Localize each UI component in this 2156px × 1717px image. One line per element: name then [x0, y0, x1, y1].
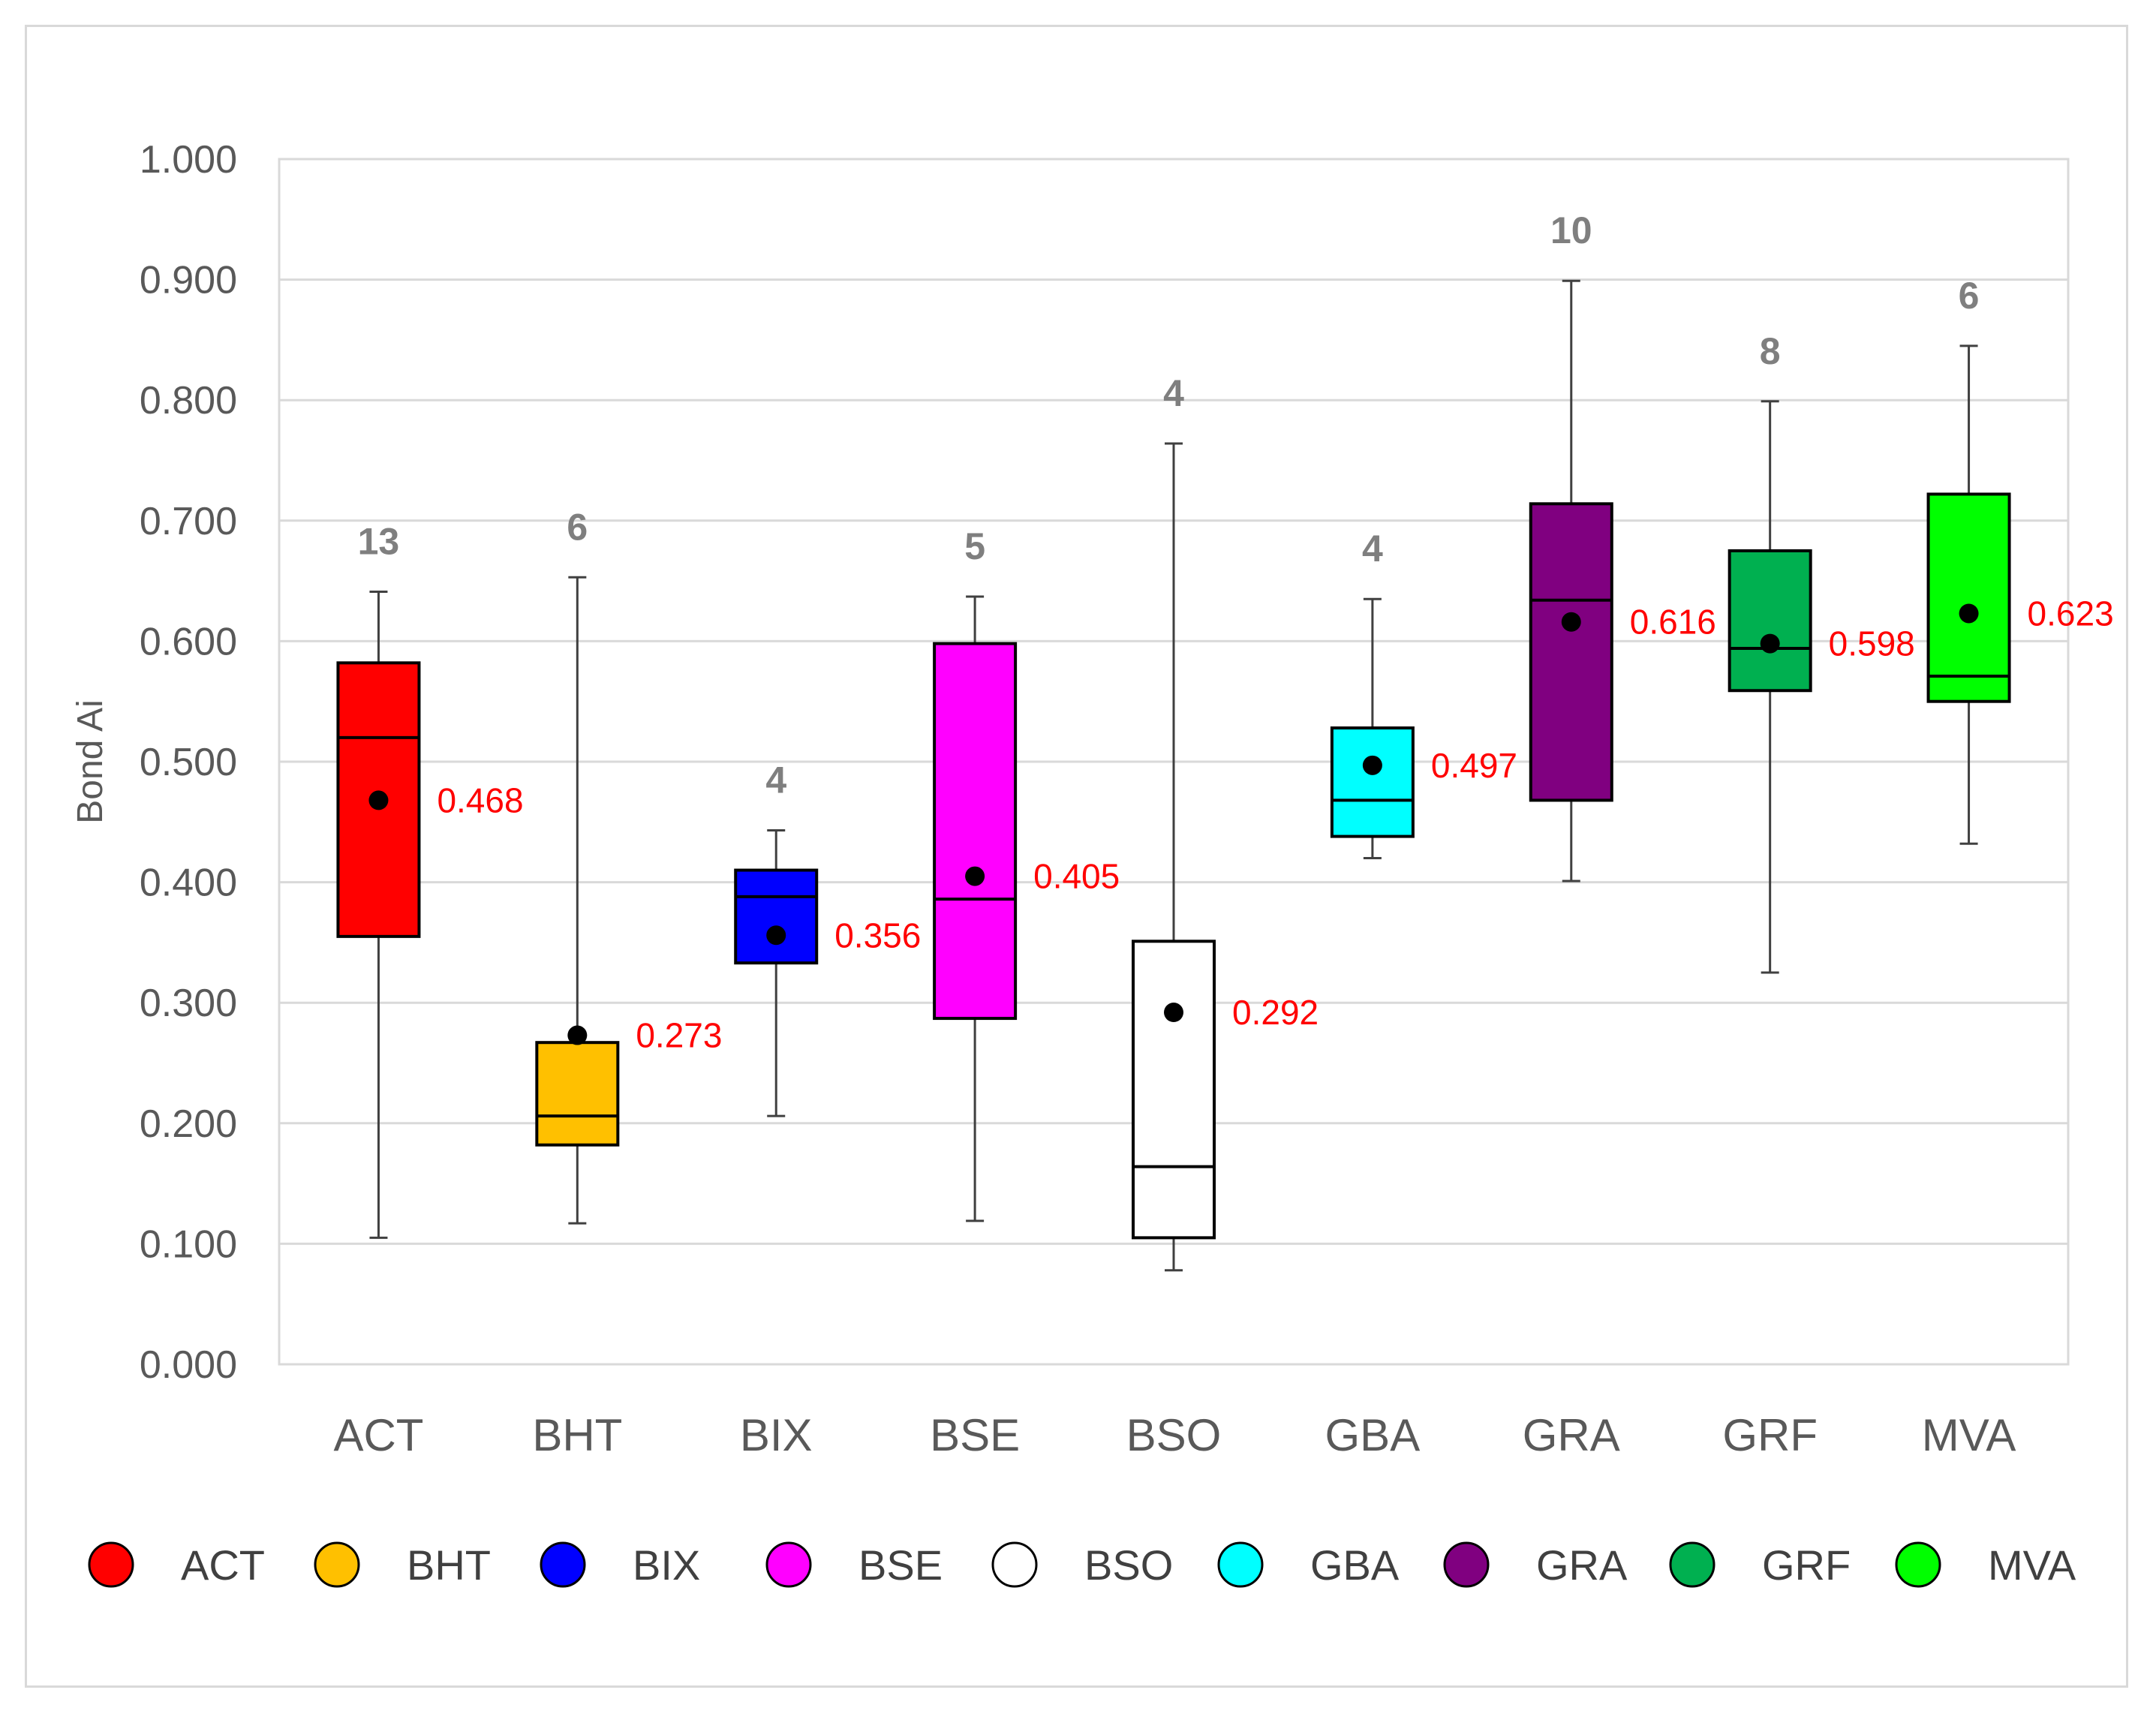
legend: ACT BHT BIX BSE BSO GBA GRA GRF MVA [88, 1541, 2076, 1589]
box-bso: 0.292 4 [1132, 372, 1319, 1272]
mean-label: 0.616 [1630, 603, 1716, 642]
mean-marker [965, 866, 985, 886]
x-tick-label: GRA [1523, 1410, 1620, 1460]
x-tick-label: GRF [1722, 1410, 1818, 1460]
legend-label: BSO [1084, 1541, 1173, 1589]
mean-marker [1959, 603, 1979, 624]
count-label: 4 [1362, 528, 1383, 570]
y-tick-label: 0.000 [140, 1343, 237, 1387]
box-iqr [1728, 549, 1812, 693]
x-tick-label: BHT [532, 1410, 622, 1460]
x-tick-label: MVA [1922, 1410, 2016, 1460]
y-tick-label: 0.400 [140, 862, 237, 905]
legend-item-gra: GRA [1443, 1541, 1628, 1589]
box-iqr [734, 868, 819, 965]
legend-item-act: ACT [88, 1541, 265, 1589]
legend-label: GBA [1310, 1541, 1400, 1589]
y-tick-label: 0.200 [140, 1102, 237, 1146]
box-iqr [1529, 502, 1613, 802]
box-gra: 0.616 10 [1529, 209, 1716, 883]
count-label: 5 [964, 525, 985, 567]
mean-marker [1362, 755, 1382, 775]
mean-marker [567, 1025, 588, 1045]
box-bix: 0.356 4 [734, 759, 921, 1117]
y-tick-label: 0.800 [140, 379, 237, 422]
mean-marker [766, 925, 786, 946]
box-act: 0.468 13 [336, 521, 524, 1239]
count-label: 13 [358, 521, 400, 563]
count-label: 10 [1550, 209, 1592, 251]
legend-item-bht: BHT [314, 1541, 491, 1589]
legend-label: MVA [1988, 1541, 2076, 1589]
mean-label: 0.292 [1232, 993, 1319, 1032]
mean-marker [368, 790, 389, 810]
legend-marker [540, 1541, 586, 1588]
count-label: 6 [567, 506, 588, 548]
box-iqr [1132, 940, 1216, 1240]
box-gba: 0.497 4 [1330, 528, 1517, 859]
mean-label: 0.598 [1829, 624, 1915, 663]
y-tick-label: 0.600 [140, 620, 237, 663]
count-label: 4 [765, 759, 786, 801]
x-tick-label: BSO [1126, 1410, 1222, 1460]
legend-marker [88, 1541, 134, 1588]
legend-marker [1895, 1541, 1941, 1588]
mean-label: 0.623 [2028, 594, 2114, 633]
box-bse: 0.405 5 [933, 525, 1120, 1222]
legend-label: ACT [181, 1541, 265, 1589]
mean-label: 0.356 [834, 916, 921, 955]
y-tick-label: 0.700 [140, 500, 237, 543]
box-bht: 0.273 6 [535, 506, 722, 1225]
legend-item-grf: GRF [1669, 1541, 1851, 1589]
mean-marker [1164, 1003, 1183, 1023]
legend-marker [1217, 1541, 1264, 1588]
y-axis-ticks: 0.000 0.100 0.200 0.300 0.400 0.500 0.600 0.700… [140, 138, 237, 1387]
x-tick-label: ACT [333, 1410, 423, 1460]
y-axis-label: Bond Ai [71, 699, 110, 823]
x-tick-label: GBA [1325, 1410, 1421, 1460]
legend-item-gba: GBA [1217, 1541, 1400, 1589]
legend-label: BIX [633, 1541, 700, 1589]
x-tick-label: BSE [930, 1410, 1020, 1460]
legend-marker [765, 1541, 812, 1588]
mean-label: 0.405 [1033, 857, 1120, 896]
mean-label: 0.273 [636, 1016, 722, 1055]
legend-label: GRF [1762, 1541, 1851, 1589]
legend-marker [1443, 1541, 1490, 1588]
y-tick-label: 0.500 [140, 741, 237, 784]
x-axis-ticks: ACT BHT BIX BSE BSO GBA GRA GRF MVA [333, 1410, 2016, 1460]
legend-marker [991, 1541, 1038, 1588]
x-tick-label: BIX [740, 1410, 813, 1460]
count-label: 8 [1760, 330, 1781, 372]
legend-marker [1669, 1541, 1715, 1588]
y-tick-label: 0.300 [140, 982, 237, 1025]
box-iqr [1926, 492, 2011, 703]
box-mva: 0.623 6 [1926, 275, 2114, 845]
box-iqr [1330, 726, 1415, 838]
legend-item-bix: BIX [540, 1541, 700, 1589]
y-tick-label: 1.000 [140, 138, 237, 182]
count-label: 6 [1959, 275, 1980, 317]
legend-label: BSE [858, 1541, 943, 1589]
count-label: 4 [1163, 372, 1184, 414]
legend-label: BHT [407, 1541, 491, 1589]
box-iqr [535, 1041, 620, 1147]
box-iqr [933, 642, 1018, 1021]
boxes: 0.468 13 0.273 6 0.356 4 0.405 5 0.292 4 0.497 4 0.6… [336, 209, 2114, 1272]
legend-marker [314, 1541, 360, 1588]
mean-label: 0.497 [1431, 746, 1517, 785]
legend-item-bso: BSO [991, 1541, 1173, 1589]
y-tick-label: 0.100 [140, 1222, 237, 1266]
box-grf: 0.598 8 [1728, 330, 1915, 974]
mean-marker [1561, 612, 1581, 632]
mean-label: 0.468 [437, 780, 523, 819]
plot-area [278, 158, 2070, 1366]
legend-item-bse: BSE [765, 1541, 943, 1589]
legend-label: GRA [1536, 1541, 1628, 1589]
mean-marker [1760, 633, 1780, 654]
y-tick-label: 0.900 [140, 259, 237, 302]
legend-item-mva: MVA [1895, 1541, 2076, 1589]
